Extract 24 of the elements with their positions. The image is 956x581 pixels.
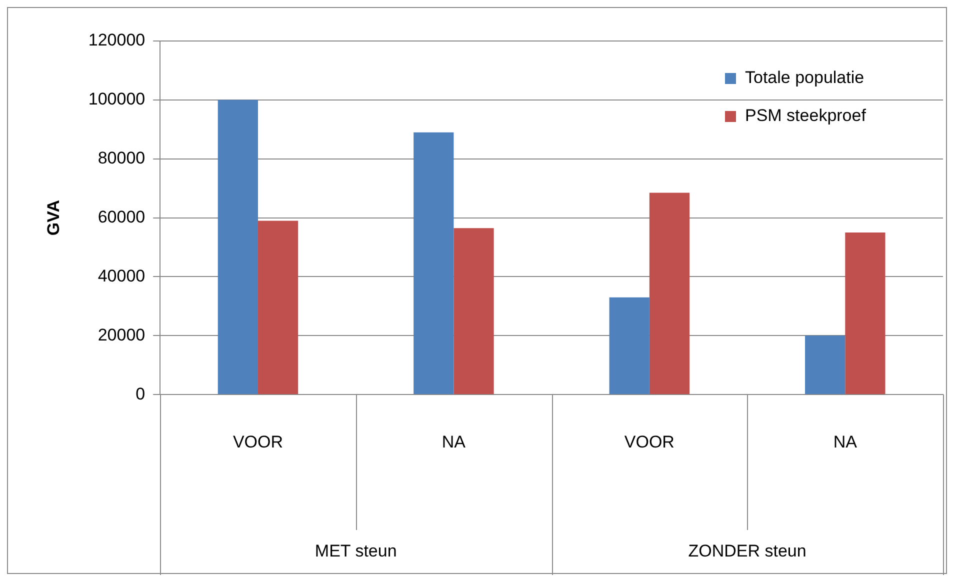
legend-label: PSM steekproef — [745, 106, 866, 126]
y-tick-label: 120000 — [88, 30, 146, 50]
bar — [218, 100, 258, 394]
bar — [649, 192, 690, 394]
y-tick-label: 60000 — [98, 207, 146, 226]
bar — [454, 228, 494, 394]
y-tick-label: 80000 — [98, 148, 146, 168]
x-tick-label: VOOR — [624, 432, 674, 452]
bar — [258, 220, 298, 394]
x-tick-label: NA — [442, 432, 466, 452]
text: ZONDER steun — [688, 542, 806, 561]
y-axis-title: GVA — [44, 200, 63, 236]
bar — [414, 132, 454, 394]
bar — [805, 336, 846, 394]
text: MET steun — [314, 542, 397, 561]
bar — [845, 232, 886, 394]
legend-label: Totale populatie — [745, 68, 864, 88]
y-tick-label: 0 — [136, 384, 146, 404]
bar — [609, 297, 650, 394]
x-tick-label: NA — [833, 432, 858, 452]
y-tick-label: 40000 — [98, 266, 146, 286]
y-tick-label: 20000 — [98, 325, 146, 344]
x-tick-label: VOOR — [232, 432, 284, 452]
y-tick-label: 100000 — [88, 90, 146, 109]
